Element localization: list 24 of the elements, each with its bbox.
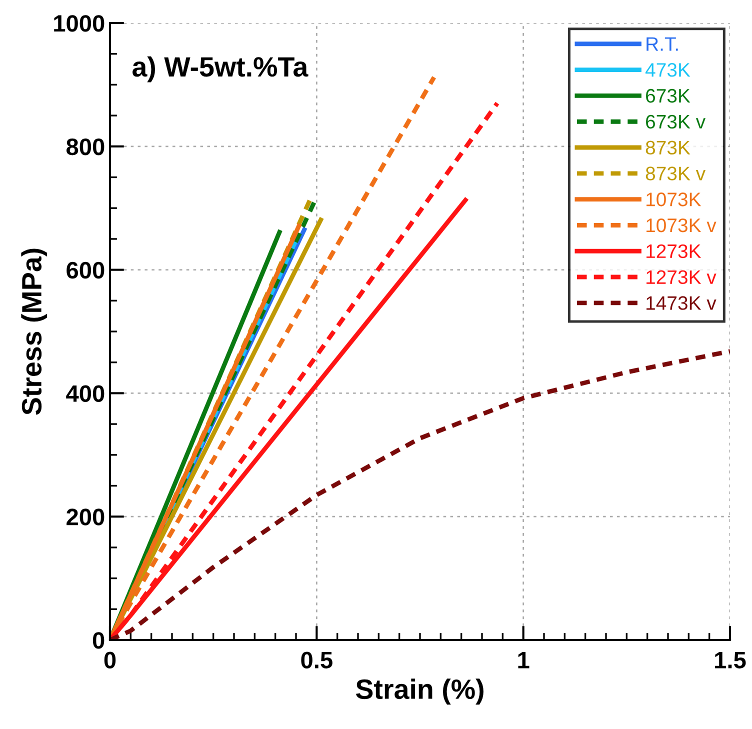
- legend-label: 1073K v: [646, 218, 716, 232]
- x-axis-title: Strain (%): [356, 678, 484, 705]
- legend-label: 1073K: [646, 192, 702, 206]
- legend-label: 473K: [645, 63, 690, 77]
- y-tick-label: 1000: [54, 15, 104, 32]
- legend-label: 1273K v: [646, 270, 716, 284]
- y-axis-title: Stress (MPa): [21, 248, 48, 415]
- legend-label: 1273K: [646, 244, 702, 258]
- x-tick-label: 1.5: [715, 652, 746, 668]
- x-tick-label: 0.5: [301, 652, 332, 668]
- y-tick-label: 0: [92, 632, 104, 649]
- legend-label: 873K v: [646, 166, 706, 180]
- y-tick-label: 200: [66, 508, 104, 526]
- legend-label: 1473K v: [646, 296, 716, 310]
- x-tick-label: 1: [518, 652, 530, 668]
- legend-label: R.T.: [646, 37, 678, 51]
- legend-label: 673K: [646, 88, 690, 103]
- legend-label: 673K v: [646, 114, 706, 129]
- y-tick-label: 600: [66, 262, 104, 279]
- y-tick-label: 800: [66, 138, 104, 156]
- legend-label: 873K: [646, 140, 690, 155]
- annotation: a) W-5wt.%Ta: [132, 56, 308, 82]
- x-tick-label: 0: [104, 652, 116, 668]
- y-tick-label: 400: [66, 385, 104, 402]
